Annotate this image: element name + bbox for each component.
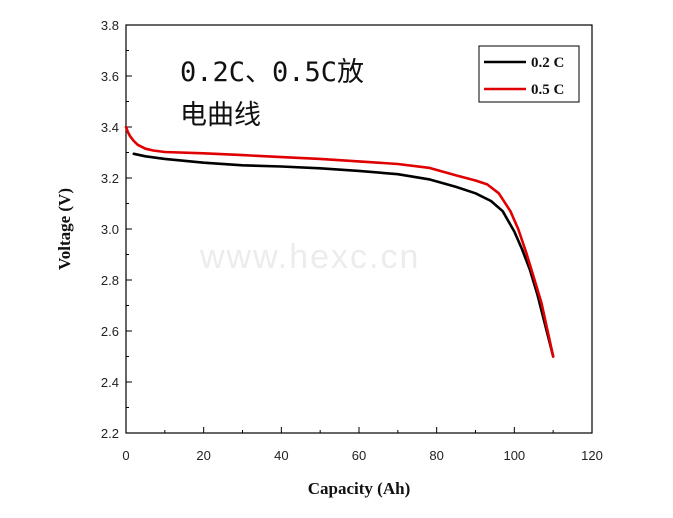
x-axis-title: Capacity (Ah) bbox=[308, 479, 410, 498]
y-tick-label: 2.6 bbox=[101, 324, 119, 339]
legend: 0.2 C 0.5 C bbox=[478, 45, 580, 103]
x-tick-label: 40 bbox=[274, 448, 288, 463]
watermark: www.hexc.cn bbox=[199, 238, 420, 276]
series-layer bbox=[124, 125, 555, 358]
y-tick-label: 3.8 bbox=[101, 18, 119, 33]
x-tick-label: 80 bbox=[429, 448, 443, 463]
x-tick-label: 100 bbox=[503, 448, 525, 463]
legend-label-0.5c: 0.5 C bbox=[531, 82, 564, 98]
x-tick-label: 20 bbox=[196, 448, 210, 463]
y-axis: 2.2 2.4 2.6 2.8 3.0 3.2 3.4 3.6 3.8 bbox=[101, 18, 132, 441]
y-tick-label: 3.4 bbox=[101, 120, 119, 135]
legend-label-0.2c: 0.2 C bbox=[531, 55, 564, 71]
y-tick-label: 3.2 bbox=[101, 171, 119, 186]
x-tick-label: 0 bbox=[122, 448, 129, 463]
x-tick-label: 60 bbox=[352, 448, 366, 463]
y-tick-label: 2.8 bbox=[101, 273, 119, 288]
y-axis-title: Voltage (V) bbox=[55, 188, 74, 270]
y-tick-label: 3.0 bbox=[101, 222, 119, 237]
annotation-line-2: 电曲线 bbox=[180, 100, 261, 131]
x-axis: 0 20 40 60 80 100 120 bbox=[122, 427, 603, 463]
watermark-layer: www.hexc.cn bbox=[199, 238, 420, 276]
series-line-0.5c bbox=[124, 125, 555, 358]
y-tick-label: 3.6 bbox=[101, 69, 119, 84]
y-tick-label: 2.4 bbox=[101, 375, 119, 390]
y-tick-label: 2.2 bbox=[101, 426, 119, 441]
legend-box bbox=[478, 45, 580, 103]
x-tick-label: 120 bbox=[581, 448, 603, 463]
annotation-line-1: 0.2C、0.5C放 bbox=[180, 57, 364, 88]
series-line-0.2c bbox=[132, 152, 555, 358]
